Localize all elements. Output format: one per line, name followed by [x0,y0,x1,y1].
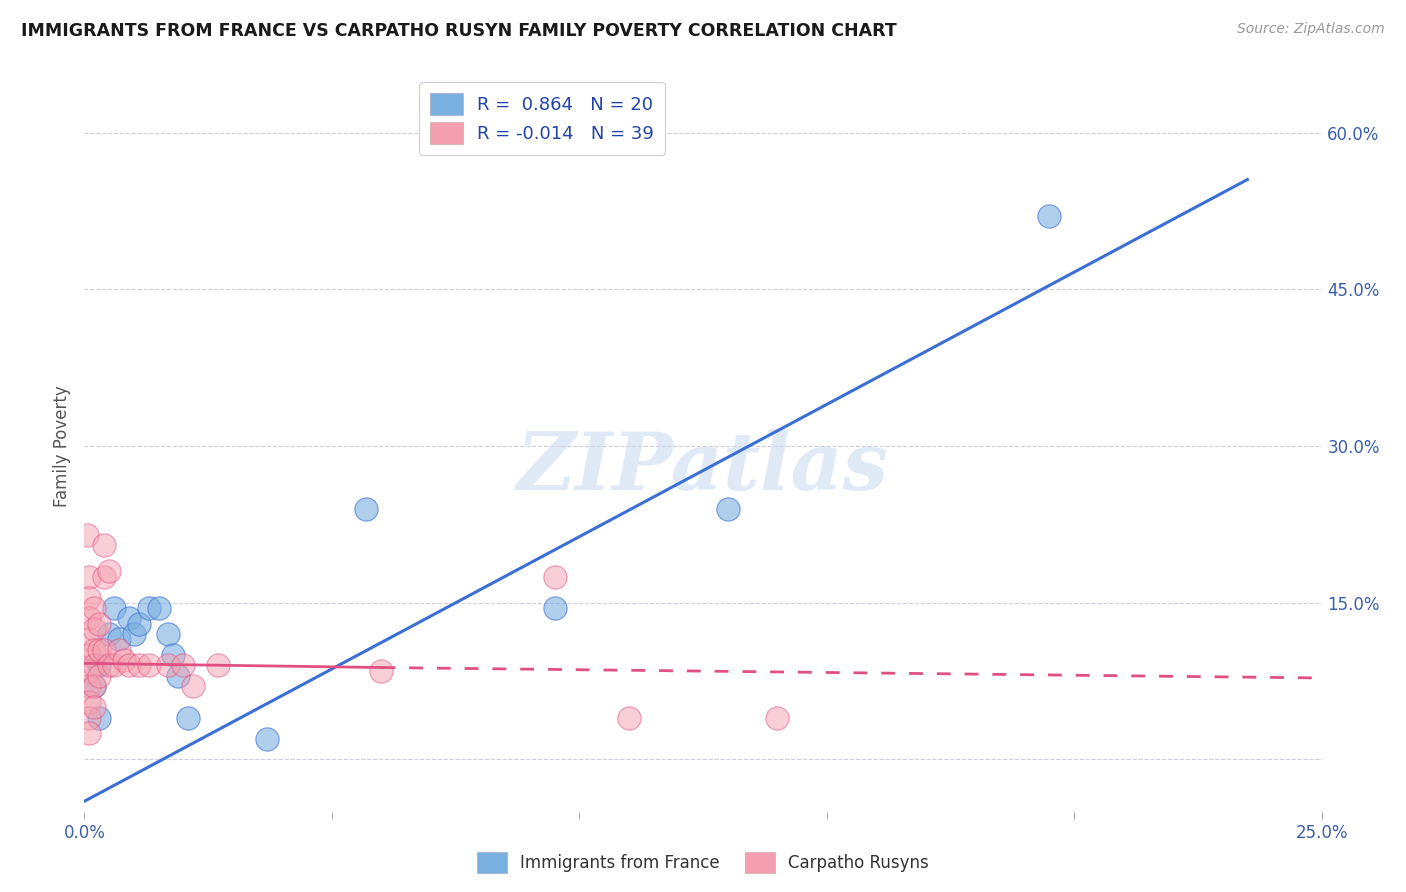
Point [148,601,170,615]
Point [543,569,565,583]
Point [543,601,565,615]
Point [79,591,101,605]
Point [79,664,101,678]
Point [103,601,125,615]
Point [370,664,392,678]
Text: ZIPatlas: ZIPatlas [517,429,889,507]
Point [79,648,101,662]
Point [112,653,135,667]
Point [157,658,180,673]
Point [177,711,200,725]
Point [118,611,141,625]
Point [103,658,125,673]
Point [167,669,190,683]
Point [356,501,378,516]
Point [138,601,160,615]
Point [138,658,160,673]
Point [83,679,105,693]
Point [83,601,105,615]
Point [79,679,101,693]
Point [93,538,115,552]
Point [89,616,111,631]
Point [157,627,180,641]
Point [79,611,101,625]
Text: Source: ZipAtlas.com: Source: ZipAtlas.com [1237,22,1385,37]
Point [79,569,101,583]
Point [766,711,789,725]
Y-axis label: Family Poverty: Family Poverty [53,385,72,507]
Point [83,642,105,657]
Point [717,501,740,516]
Point [76,528,98,542]
Text: IMMIGRANTS FROM FRANCE VS CARPATHO RUSYN FAMILY POVERTY CORRELATION CHART: IMMIGRANTS FROM FRANCE VS CARPATHO RUSYN… [21,22,897,40]
Point [1038,209,1060,223]
Point [89,658,111,673]
Point [89,669,111,683]
Point [79,711,101,725]
Point [617,711,640,725]
Point [83,679,105,693]
Point [98,565,121,579]
Point [89,711,111,725]
Point [128,658,150,673]
Point [207,658,229,673]
Point [98,658,121,673]
Point [79,726,101,740]
Point [93,642,115,657]
Point [108,642,131,657]
Point [128,616,150,631]
Point [172,658,194,673]
Point [122,627,145,641]
Point [83,622,105,636]
Point [256,731,278,746]
Point [93,569,115,583]
Point [79,632,101,647]
Legend: Immigrants from France, Carpatho Rusyns: Immigrants from France, Carpatho Rusyns [471,846,935,880]
Legend: R =  0.864   N = 20, R = -0.014   N = 39: R = 0.864 N = 20, R = -0.014 N = 39 [419,82,665,155]
Point [118,658,141,673]
Point [83,700,105,714]
Point [98,627,121,641]
Point [108,632,131,647]
Point [162,648,184,662]
Point [79,695,101,709]
Point [89,642,111,657]
Point [83,658,105,673]
Point [181,679,204,693]
